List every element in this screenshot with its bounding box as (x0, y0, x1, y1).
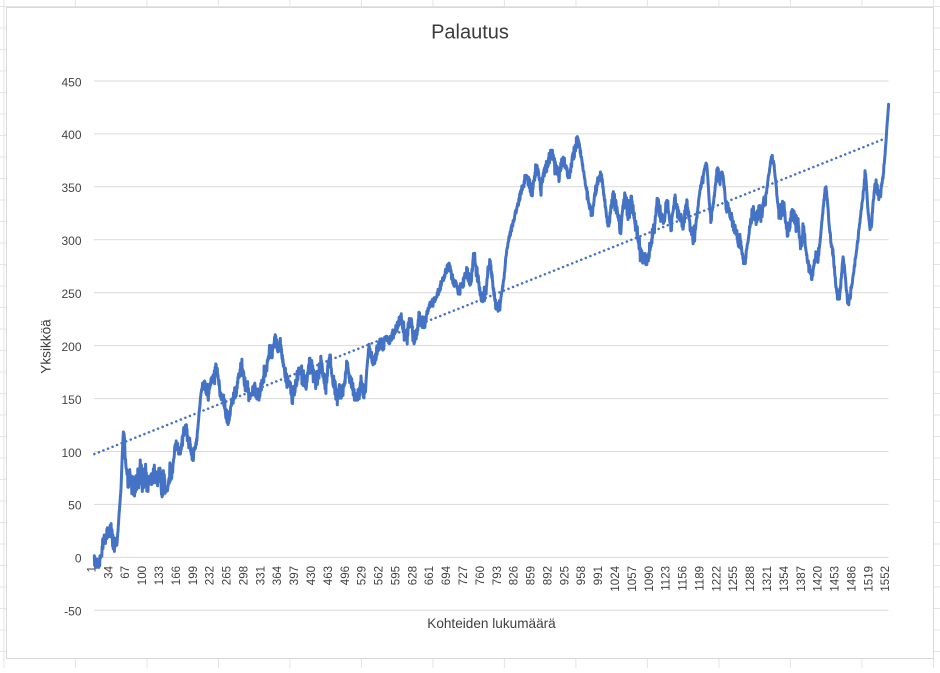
svg-text:Yksikköä: Yksikköä (39, 319, 54, 374)
svg-text:1354: 1354 (779, 565, 791, 591)
svg-text:1453: 1453 (830, 566, 842, 592)
svg-text:Kohteiden lukumäärä: Kohteiden lukumäärä (427, 616, 556, 631)
svg-text:Palautus: Palautus (431, 22, 509, 44)
svg-text:300: 300 (61, 234, 81, 248)
svg-text:496: 496 (340, 566, 352, 585)
svg-text:199: 199 (188, 566, 200, 585)
svg-text:400: 400 (61, 128, 81, 142)
svg-text:1321: 1321 (762, 566, 774, 592)
svg-text:1552: 1552 (880, 566, 892, 592)
svg-text:200: 200 (61, 340, 81, 354)
svg-text:661: 661 (424, 566, 436, 585)
svg-text:1057: 1057 (627, 566, 639, 592)
svg-text:364: 364 (272, 565, 284, 585)
svg-text:-50: -50 (64, 605, 82, 619)
svg-text:760: 760 (475, 566, 487, 585)
svg-text:958: 958 (576, 566, 588, 585)
svg-text:100: 100 (61, 446, 81, 460)
svg-text:694: 694 (441, 565, 453, 585)
svg-text:397: 397 (289, 566, 301, 585)
svg-text:34: 34 (103, 565, 115, 578)
svg-text:628: 628 (407, 566, 419, 585)
svg-text:463: 463 (323, 566, 335, 585)
svg-text:1420: 1420 (813, 566, 825, 592)
svg-text:0: 0 (75, 552, 82, 566)
svg-text:1123: 1123 (661, 566, 673, 591)
svg-text:1189: 1189 (695, 566, 707, 591)
svg-text:350: 350 (61, 181, 81, 195)
svg-text:331: 331 (255, 566, 267, 585)
svg-text:166: 166 (171, 566, 183, 585)
svg-text:1: 1 (87, 566, 99, 572)
svg-text:67: 67 (120, 566, 132, 579)
svg-text:1156: 1156 (678, 566, 690, 591)
svg-text:50: 50 (68, 499, 82, 513)
svg-text:1024: 1024 (610, 565, 622, 591)
svg-text:1387: 1387 (796, 566, 808, 592)
svg-text:1519: 1519 (863, 566, 875, 592)
svg-text:100: 100 (137, 566, 149, 585)
svg-text:232: 232 (205, 566, 217, 585)
svg-text:859: 859 (526, 566, 538, 585)
svg-text:450: 450 (61, 75, 81, 89)
svg-text:265: 265 (222, 566, 234, 585)
svg-text:133: 133 (154, 566, 166, 585)
svg-text:250: 250 (61, 287, 81, 301)
svg-text:925: 925 (559, 566, 571, 585)
svg-text:1090: 1090 (644, 566, 656, 592)
svg-text:430: 430 (306, 566, 318, 585)
svg-text:1255: 1255 (728, 566, 740, 592)
svg-text:595: 595 (391, 566, 403, 585)
svg-text:1222: 1222 (711, 566, 723, 592)
svg-text:150: 150 (61, 393, 81, 407)
svg-text:529: 529 (357, 566, 369, 585)
svg-text:991: 991 (593, 566, 605, 585)
svg-text:1288: 1288 (745, 566, 757, 592)
svg-text:892: 892 (543, 566, 555, 585)
svg-text:562: 562 (374, 566, 386, 585)
svg-text:298: 298 (239, 566, 251, 585)
svg-text:727: 727 (458, 566, 470, 585)
svg-text:826: 826 (509, 566, 521, 585)
svg-text:793: 793 (492, 566, 504, 585)
svg-text:1486: 1486 (847, 566, 859, 592)
